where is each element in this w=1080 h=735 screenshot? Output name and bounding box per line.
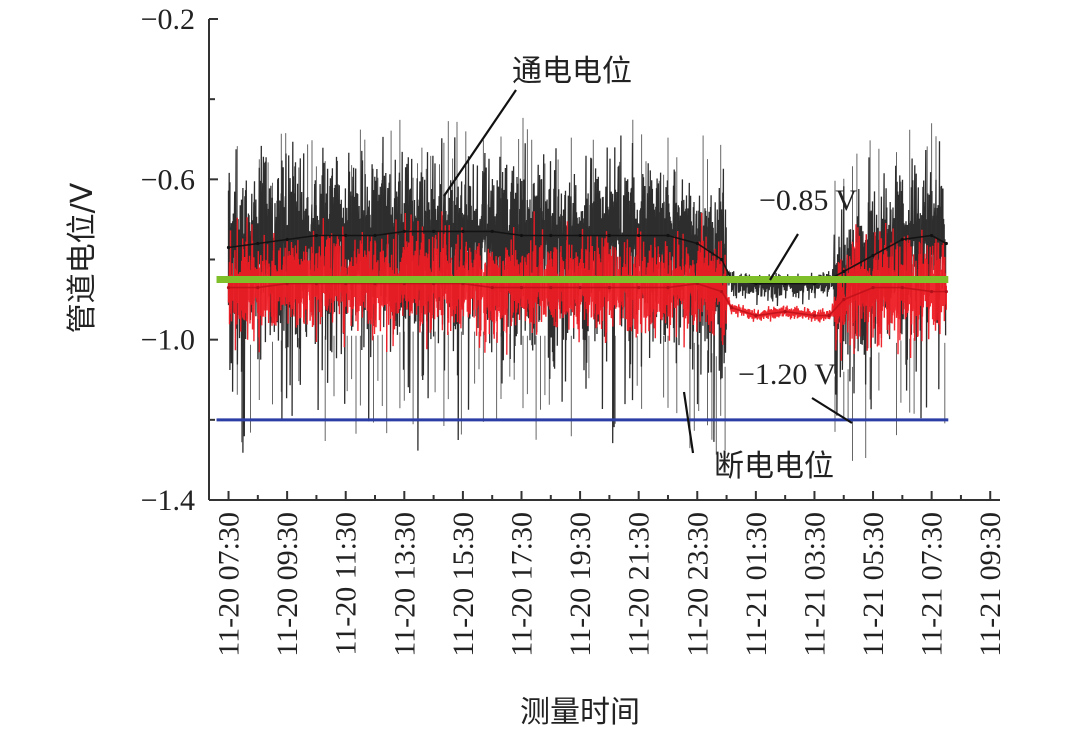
x-tick-label: 11-21 03:30 (799, 512, 832, 657)
series-point (754, 314, 758, 318)
on-potential-annotation-label: 通电电位 (512, 54, 632, 89)
series-point (842, 298, 846, 302)
series-line-on-potential (228, 230, 947, 285)
y-tick-label: −0.6 (141, 163, 195, 196)
ref-085-annotation-leader (769, 233, 799, 281)
x-axis-title: 测量时间 (520, 695, 640, 730)
series-point (944, 290, 948, 294)
series-point (226, 245, 231, 250)
series-point (637, 233, 641, 238)
series-point (256, 286, 260, 290)
y-tick-label: −1.0 (141, 324, 195, 357)
series-point (930, 233, 934, 238)
series-point (930, 290, 934, 294)
x-tick-label: 11-20 17:30 (506, 512, 539, 657)
series-point (607, 233, 612, 238)
ref-120-annotation-leader (811, 397, 853, 424)
off-potential-annotation-leader (682, 391, 695, 454)
x-tick-label: 11-21 09:30 (974, 512, 1007, 657)
series-point (402, 229, 406, 233)
series-point (490, 286, 494, 290)
x-tick-label: 11-21 07:30 (916, 512, 949, 657)
on-potential-annotation-leader (443, 89, 517, 197)
x-tick-label: 11-20 23:30 (681, 512, 714, 657)
x-tick-label: 11-20 19:30 (564, 512, 597, 657)
series-point (373, 233, 377, 238)
series-point (827, 314, 831, 318)
x-tick-label: 11-20 09:30 (271, 512, 304, 657)
series-layer (226, 117, 948, 461)
x-tick-label: 11-20 11:30 (330, 512, 363, 656)
x-tick-label: 11-20 21:30 (623, 512, 656, 657)
series-point (900, 286, 904, 290)
series-point (695, 241, 699, 246)
x-tick-label: 11-21 05:30 (857, 512, 890, 657)
series-point (285, 237, 289, 242)
series-point (519, 286, 524, 290)
series-point (578, 233, 582, 238)
series-point (729, 306, 734, 310)
series-point (490, 229, 494, 233)
series-point (842, 269, 846, 274)
reference-lines (216, 276, 949, 422)
series-point (666, 233, 670, 238)
series-point (549, 233, 553, 238)
series-point (314, 233, 318, 238)
series-point (226, 286, 231, 290)
series-point (900, 237, 904, 242)
y-tick-label: −0.2 (141, 3, 195, 36)
series-point (637, 286, 641, 290)
series-point (607, 286, 612, 290)
x-tick-label: 11-20 07:30 (213, 512, 246, 657)
series-line-off-potential (228, 282, 947, 317)
x-tick-label: 11-20 13:30 (388, 512, 421, 657)
series-point (578, 286, 582, 290)
series-point (549, 286, 553, 290)
series-point (871, 253, 875, 258)
series-point (783, 310, 787, 314)
series-point (519, 233, 524, 238)
series-point (944, 241, 948, 246)
y-axis-title: 管道电位/V (65, 182, 100, 333)
series-point (432, 229, 436, 233)
series-point (344, 233, 348, 238)
series-point (871, 286, 875, 290)
series-point (256, 241, 260, 246)
axes: −0.2 −0.6 −1.0 −1.4 11-20 07:30 11-20 09:30 11… (141, 3, 1008, 657)
series-point (720, 290, 724, 294)
ref-120-annotation-label: −1.20 V (738, 358, 836, 391)
series-point (812, 314, 817, 318)
series-point (720, 257, 724, 262)
on-potential-spikes (236, 117, 946, 461)
series-point (461, 229, 465, 233)
x-tick-label: 11-20 15:30 (447, 512, 480, 657)
ref-085-annotation-label: −0.85 V (759, 184, 857, 217)
x-tick-label: 11-21 01:30 (740, 512, 773, 657)
series-point (666, 286, 670, 290)
off-potential-annotation-label: 断电电位 (714, 449, 834, 484)
y-tick-label: −1.4 (141, 484, 195, 517)
